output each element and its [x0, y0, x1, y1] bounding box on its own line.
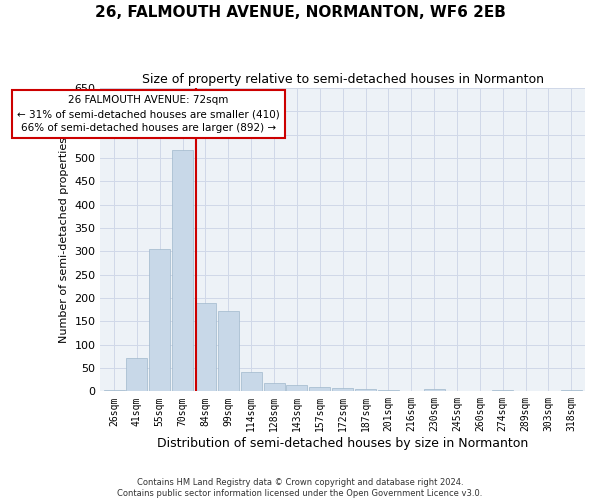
Text: 26 FALMOUTH AVENUE: 72sqm
← 31% of semi-detached houses are smaller (410)
66% of: 26 FALMOUTH AVENUE: 72sqm ← 31% of semi-…: [17, 95, 280, 133]
Bar: [241, 372, 262, 392]
Text: Contains HM Land Registry data © Crown copyright and database right 2024.
Contai: Contains HM Land Registry data © Crown c…: [118, 478, 482, 498]
Bar: [424, 388, 445, 392]
Bar: [195, 302, 216, 392]
Bar: [492, 390, 513, 392]
X-axis label: Distribution of semi-detached houses by size in Normanton: Distribution of semi-detached houses by …: [157, 437, 528, 450]
Bar: [218, 310, 239, 392]
Bar: [332, 388, 353, 392]
Y-axis label: Number of semi-detached properties: Number of semi-detached properties: [59, 136, 69, 342]
Bar: [263, 384, 284, 392]
Text: 26, FALMOUTH AVENUE, NORMANTON, WF6 2EB: 26, FALMOUTH AVENUE, NORMANTON, WF6 2EB: [95, 5, 505, 20]
Bar: [309, 386, 331, 392]
Bar: [104, 390, 125, 392]
Bar: [355, 390, 376, 392]
Bar: [172, 150, 193, 392]
Bar: [378, 390, 399, 392]
Bar: [286, 385, 307, 392]
Bar: [127, 358, 148, 392]
Title: Size of property relative to semi-detached houses in Normanton: Size of property relative to semi-detach…: [142, 72, 544, 86]
Bar: [149, 249, 170, 392]
Bar: [561, 390, 582, 392]
